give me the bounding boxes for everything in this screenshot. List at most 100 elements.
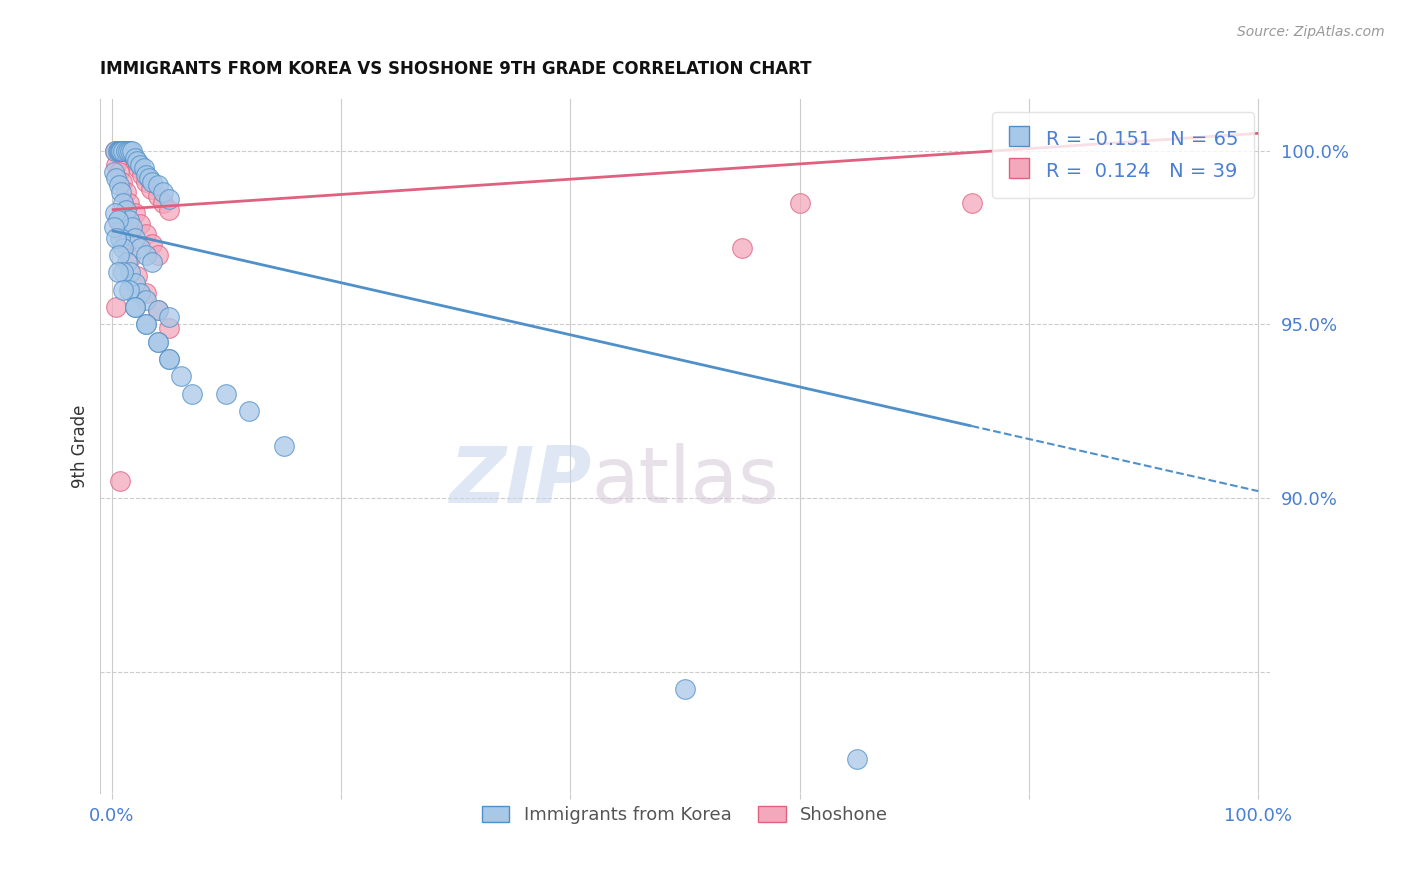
Point [135, 227, 157, 241]
Point [129, 158, 152, 172]
Point [731, 241, 754, 255]
Point [135, 175, 157, 189]
Point [110, 144, 132, 158]
Point [115, 144, 138, 158]
Point [120, 252, 142, 266]
Point [146, 334, 169, 349]
Point [121, 220, 143, 235]
Point [112, 265, 135, 279]
Point [135, 248, 157, 262]
Legend: Immigrants from Korea, Shoshone: Immigrants from Korea, Shoshone [472, 797, 897, 833]
Point [105, 300, 128, 314]
Point [146, 189, 169, 203]
Point [138, 171, 160, 186]
Point [105, 158, 128, 172]
Point [104, 144, 127, 158]
Point [131, 168, 153, 182]
Point [104, 206, 127, 220]
Point [135, 318, 157, 332]
Point [238, 404, 260, 418]
Point [114, 144, 136, 158]
Point [129, 286, 152, 301]
Point [103, 220, 125, 235]
Point [121, 144, 143, 158]
Point [110, 186, 132, 200]
Point [107, 144, 129, 158]
Point [146, 334, 169, 349]
Point [118, 144, 141, 158]
Point [120, 147, 142, 161]
Point [146, 303, 169, 318]
Point [112, 195, 135, 210]
Point [157, 352, 180, 367]
Point [146, 178, 169, 193]
Point [124, 300, 146, 314]
Point [120, 265, 142, 279]
Point [108, 230, 131, 244]
Text: IMMIGRANTS FROM KOREA VS SHOSHONE 9TH GRADE CORRELATION CHART: IMMIGRANTS FROM KOREA VS SHOSHONE 9TH GR… [100, 60, 811, 78]
Point [107, 265, 129, 279]
Point [104, 144, 127, 158]
Point [114, 202, 136, 217]
Point [135, 168, 157, 182]
Point [124, 300, 146, 314]
Point [125, 268, 148, 283]
Point [107, 213, 129, 227]
Point [169, 369, 191, 384]
Point [141, 255, 163, 269]
Point [111, 144, 134, 158]
Point [141, 237, 163, 252]
Point [124, 230, 146, 244]
Point [112, 283, 135, 297]
Text: ZIP: ZIP [450, 442, 592, 519]
Point [129, 241, 152, 255]
Point [107, 164, 129, 178]
Point [124, 276, 146, 290]
Point [152, 186, 174, 200]
Point [139, 182, 162, 196]
Point [108, 144, 131, 158]
Point [107, 144, 129, 158]
Point [157, 310, 180, 325]
Point [152, 195, 174, 210]
Point [105, 230, 128, 244]
Point [115, 255, 138, 269]
Point [215, 387, 238, 401]
Point [127, 161, 149, 175]
Point [107, 248, 129, 262]
Point [141, 175, 163, 189]
Point [118, 213, 141, 227]
Point [273, 439, 295, 453]
Point [846, 751, 869, 765]
Point [105, 171, 128, 186]
Point [129, 217, 152, 231]
Text: Source: ZipAtlas.com: Source: ZipAtlas.com [1237, 25, 1385, 39]
Point [108, 474, 131, 488]
Point [146, 303, 169, 318]
Point [107, 178, 129, 193]
Point [135, 293, 157, 307]
Point [111, 175, 134, 189]
Point [124, 151, 146, 165]
Point [146, 248, 169, 262]
Point [103, 164, 125, 178]
Point [125, 154, 148, 169]
Point [114, 186, 136, 200]
Point [107, 213, 129, 227]
Point [135, 318, 157, 332]
Point [960, 195, 983, 210]
Point [157, 352, 180, 367]
Point [112, 144, 135, 158]
Text: atlas: atlas [592, 442, 779, 519]
Point [157, 202, 180, 217]
Point [132, 161, 155, 175]
Point [112, 144, 135, 158]
Point [135, 286, 157, 301]
Point [107, 144, 129, 158]
Point [124, 154, 146, 169]
Point [118, 283, 141, 297]
Point [157, 192, 180, 206]
Point [112, 241, 135, 255]
Point [789, 195, 811, 210]
Point [673, 682, 696, 697]
